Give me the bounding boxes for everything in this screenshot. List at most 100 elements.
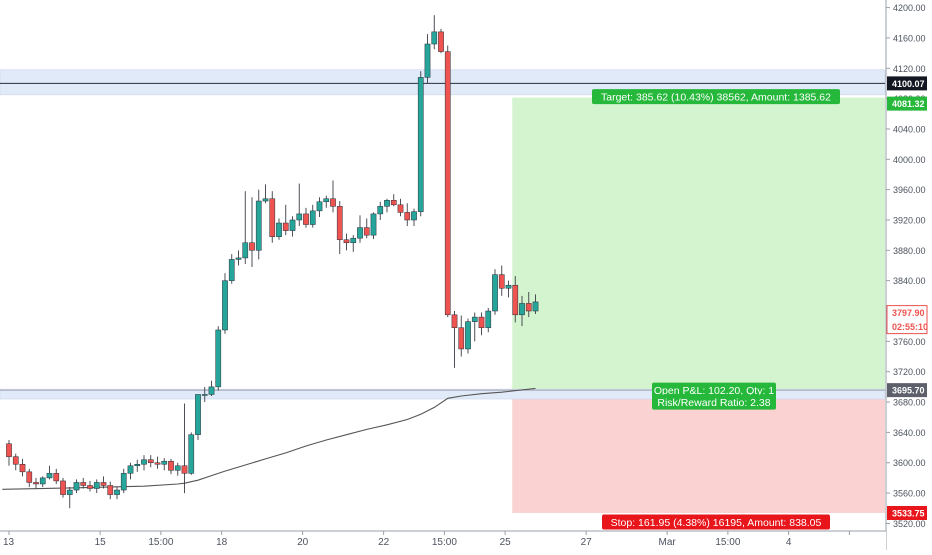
candle[interactable]	[451, 311, 458, 368]
candle[interactable]	[262, 184, 269, 204]
candle[interactable]	[303, 207, 309, 228]
candle[interactable]	[195, 394, 201, 440]
time-axis[interactable]: 13 15 15:00 18 20 22 15:00 25 27 Mar 15:00 4	[0, 530, 886, 550]
candle-body	[309, 210, 316, 225]
candle[interactable]	[147, 455, 154, 468]
candle[interactable]	[66, 487, 73, 509]
candle[interactable]	[53, 468, 60, 484]
candle[interactable]	[282, 204, 289, 236]
candle[interactable]	[505, 280, 512, 298]
time-tick-label: 18	[216, 537, 228, 548]
candle[interactable]	[93, 479, 100, 494]
candle[interactable]	[235, 250, 242, 266]
candle-body	[478, 316, 485, 328]
candle[interactable]	[141, 455, 147, 471]
candle[interactable]	[512, 276, 519, 323]
candle[interactable]	[519, 295, 525, 327]
candle[interactable]	[465, 318, 471, 354]
candle[interactable]	[33, 477, 39, 489]
candle[interactable]	[323, 195, 330, 208]
candle-body	[451, 314, 458, 328]
candle[interactable]	[100, 476, 107, 489]
candle[interactable]	[424, 34, 431, 84]
stop-label-text: Stop: 161.95 (4.38%) 16195, Amount: 838.…	[611, 517, 822, 529]
candle[interactable]	[485, 307, 492, 333]
candle[interactable]	[6, 439, 12, 466]
candle[interactable]	[201, 386, 208, 403]
candle[interactable]	[411, 208, 417, 227]
candle-body	[134, 463, 141, 467]
moving-average-line	[2, 387, 536, 490]
candle-body	[444, 51, 451, 316]
candle[interactable]	[525, 292, 532, 318]
candle[interactable]	[127, 462, 134, 480]
candle[interactable]	[174, 462, 181, 476]
candle[interactable]	[431, 15, 438, 50]
candle[interactable]	[46, 465, 53, 480]
candle[interactable]	[336, 201, 343, 255]
candle[interactable]	[478, 312, 485, 336]
candle[interactable]	[87, 480, 93, 492]
candle-body	[127, 465, 134, 474]
candle[interactable]	[26, 468, 33, 488]
candle[interactable]	[350, 235, 357, 252]
candle[interactable]	[458, 315, 465, 357]
candle[interactable]	[343, 233, 350, 251]
candle[interactable]	[397, 198, 404, 217]
candle[interactable]	[471, 312, 478, 342]
candle-body	[201, 394, 208, 396]
candle[interactable]	[222, 273, 228, 334]
candle[interactable]	[316, 197, 323, 217]
candle[interactable]	[134, 459, 141, 472]
candle[interactable]	[276, 218, 282, 240]
candle[interactable]	[161, 458, 168, 471]
candle[interactable]	[215, 326, 222, 391]
candle[interactable]	[12, 453, 19, 471]
candle[interactable]	[208, 380, 215, 396]
candle[interactable]	[390, 194, 397, 207]
price-axis[interactable]: 3520.00 3560.00 3600.00 3640.00 3680.00 3720.…	[885, 0, 932, 550]
candle[interactable]	[444, 45, 451, 318]
candle[interactable]	[242, 191, 249, 264]
candle[interactable]	[404, 203, 411, 227]
candle[interactable]	[168, 458, 174, 475]
candle[interactable]	[255, 189, 262, 260]
candle[interactable]	[60, 477, 66, 498]
candle[interactable]	[249, 197, 255, 268]
candle[interactable]	[438, 28, 444, 54]
candle-body	[519, 303, 525, 316]
candle[interactable]	[19, 458, 26, 477]
candle[interactable]	[357, 215, 363, 243]
candle[interactable]	[181, 403, 188, 494]
candle[interactable]	[289, 216, 296, 237]
candle[interactable]	[107, 481, 114, 500]
candle[interactable]	[39, 476, 46, 488]
candle[interactable]	[384, 198, 390, 213]
candle[interactable]	[269, 191, 276, 243]
candle-body	[336, 206, 343, 240]
candle[interactable]	[228, 254, 235, 284]
candle-body	[242, 242, 249, 259]
candle-body	[404, 212, 411, 221]
candle[interactable]	[492, 269, 498, 315]
candle[interactable]	[532, 294, 539, 315]
candle[interactable]	[498, 265, 505, 296]
candle-body	[168, 460, 174, 471]
candle[interactable]	[370, 212, 377, 239]
candle[interactable]	[417, 71, 424, 217]
candle[interactable]	[330, 180, 336, 213]
candle[interactable]	[309, 204, 316, 228]
candle[interactable]	[80, 477, 87, 489]
candle[interactable]	[154, 456, 161, 469]
candle-body	[269, 198, 276, 237]
candle[interactable]	[296, 183, 303, 227]
candle[interactable]	[188, 432, 195, 475]
candles[interactable]	[6, 15, 539, 509]
candle[interactable]	[363, 218, 370, 239]
candle[interactable]	[120, 468, 127, 494]
candle[interactable]	[73, 479, 80, 494]
candle[interactable]	[377, 201, 384, 220]
candle[interactable]	[114, 487, 120, 500]
